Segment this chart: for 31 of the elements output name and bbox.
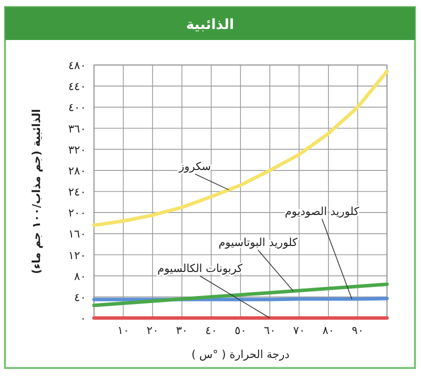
text: كلوريد البوتاسيوم — [218, 236, 298, 249]
x-tick-label: ٦٠ — [264, 324, 276, 337]
y-tick-label: ٤٨٠ — [68, 59, 86, 72]
chart-title: الذائبية — [186, 17, 234, 33]
y-tick-label: ١٦٠ — [68, 228, 86, 241]
y-tick-label: ٤٠٠ — [68, 101, 86, 114]
x-tick-label: ٥٠ — [234, 324, 246, 337]
y-tick-label: ٤٠ — [74, 290, 86, 304]
y-tick-label: ٤٤٠ — [68, 80, 86, 94]
y-tick-label: ٣٦٠ — [68, 122, 86, 136]
x-tick-label: ٧٠ — [293, 324, 306, 337]
x-tick-label: ٤٠ — [205, 324, 218, 337]
y-tick-label: ٢٨٠ — [68, 164, 86, 178]
y-tick-label: ٢٠٠ — [68, 206, 86, 220]
y-tick-label: ٠ — [80, 312, 86, 325]
x-tick-label: ٩٠ — [352, 324, 364, 337]
line-series — [92, 282, 389, 308]
text: سكروز — [178, 160, 211, 173]
x-tick-label: ٢٠ — [146, 324, 159, 337]
y-tick-label: ٨٠ — [74, 270, 86, 283]
line-series — [92, 70, 389, 227]
y-axis-title: الذائبية (جم مذاب/١٠٠ جم ماء) — [30, 108, 43, 274]
x-axis-title: درجة الحرارة ( °س ) — [191, 348, 290, 361]
y-tick-label: ٣٢٠ — [68, 143, 86, 156]
x-tick-label: ٨٠ — [322, 324, 334, 337]
x-tick-label: ١٠ — [117, 324, 130, 337]
text: كربونات الكالسيوم — [157, 262, 244, 275]
text: كلوريد الصوديوم — [284, 205, 360, 218]
y-tick-label: ٢٤٠ — [68, 186, 86, 198]
x-tick-label: ٣٠ — [176, 324, 188, 337]
y-tick-label: ١٢٠ — [68, 248, 86, 262]
